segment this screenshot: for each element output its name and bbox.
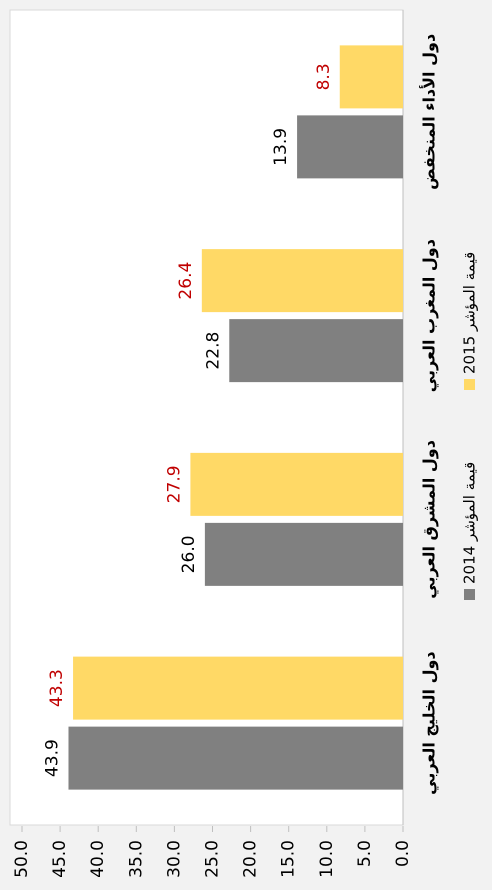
bar	[204, 522, 403, 586]
bar	[229, 319, 403, 383]
y-tick-label: 40.0	[88, 840, 108, 878]
x-tick-label: دول المغرب العربي	[420, 239, 440, 392]
y-tick-label: 10.0	[317, 840, 337, 878]
value-label: 8.3	[314, 63, 334, 90]
value-label: 43.9	[42, 739, 62, 777]
value-label: 26.4	[176, 262, 196, 300]
value-label: 27.9	[164, 465, 184, 503]
legend-label: قيمة المؤشر 2015	[461, 252, 479, 374]
value-label: 43.3	[47, 669, 67, 707]
y-tick-label: 45.0	[50, 840, 70, 878]
x-tick-label: دول الأداء المنخفض	[420, 34, 439, 190]
x-tick-label: دول المشرق العربي	[420, 440, 440, 599]
value-label: 26.0	[179, 535, 199, 573]
value-label: 22.8	[203, 332, 223, 370]
x-tick-label: دول الخليج العربي	[420, 651, 440, 794]
y-tick-label: 35.0	[126, 840, 146, 878]
y-tick-label: 0.0	[393, 840, 413, 867]
y-tick-label: 50.0	[12, 840, 32, 878]
value-label: 13.9	[271, 128, 291, 166]
legend-label: قيمة المؤشر 2014	[461, 462, 479, 584]
legend-swatch	[464, 379, 475, 390]
y-tick-label: 15.0	[279, 840, 299, 878]
rotated-chart: 0.0 5.0 10.0 15.0 20.0 25.0 30.0 35.0 40.0 45.0 50…	[9, 9, 479, 878]
y-tick-label: 20.0	[241, 840, 261, 878]
y-tick-label: 25.0	[203, 840, 223, 878]
bar	[190, 452, 403, 516]
bar	[68, 726, 404, 790]
bar	[73, 656, 404, 720]
y-tick-label: 30.0	[164, 840, 184, 878]
y-tick-label: 5.0	[355, 840, 375, 867]
bar	[339, 45, 403, 109]
bar	[201, 249, 403, 313]
bar	[297, 115, 403, 179]
legend-swatch	[464, 589, 475, 600]
